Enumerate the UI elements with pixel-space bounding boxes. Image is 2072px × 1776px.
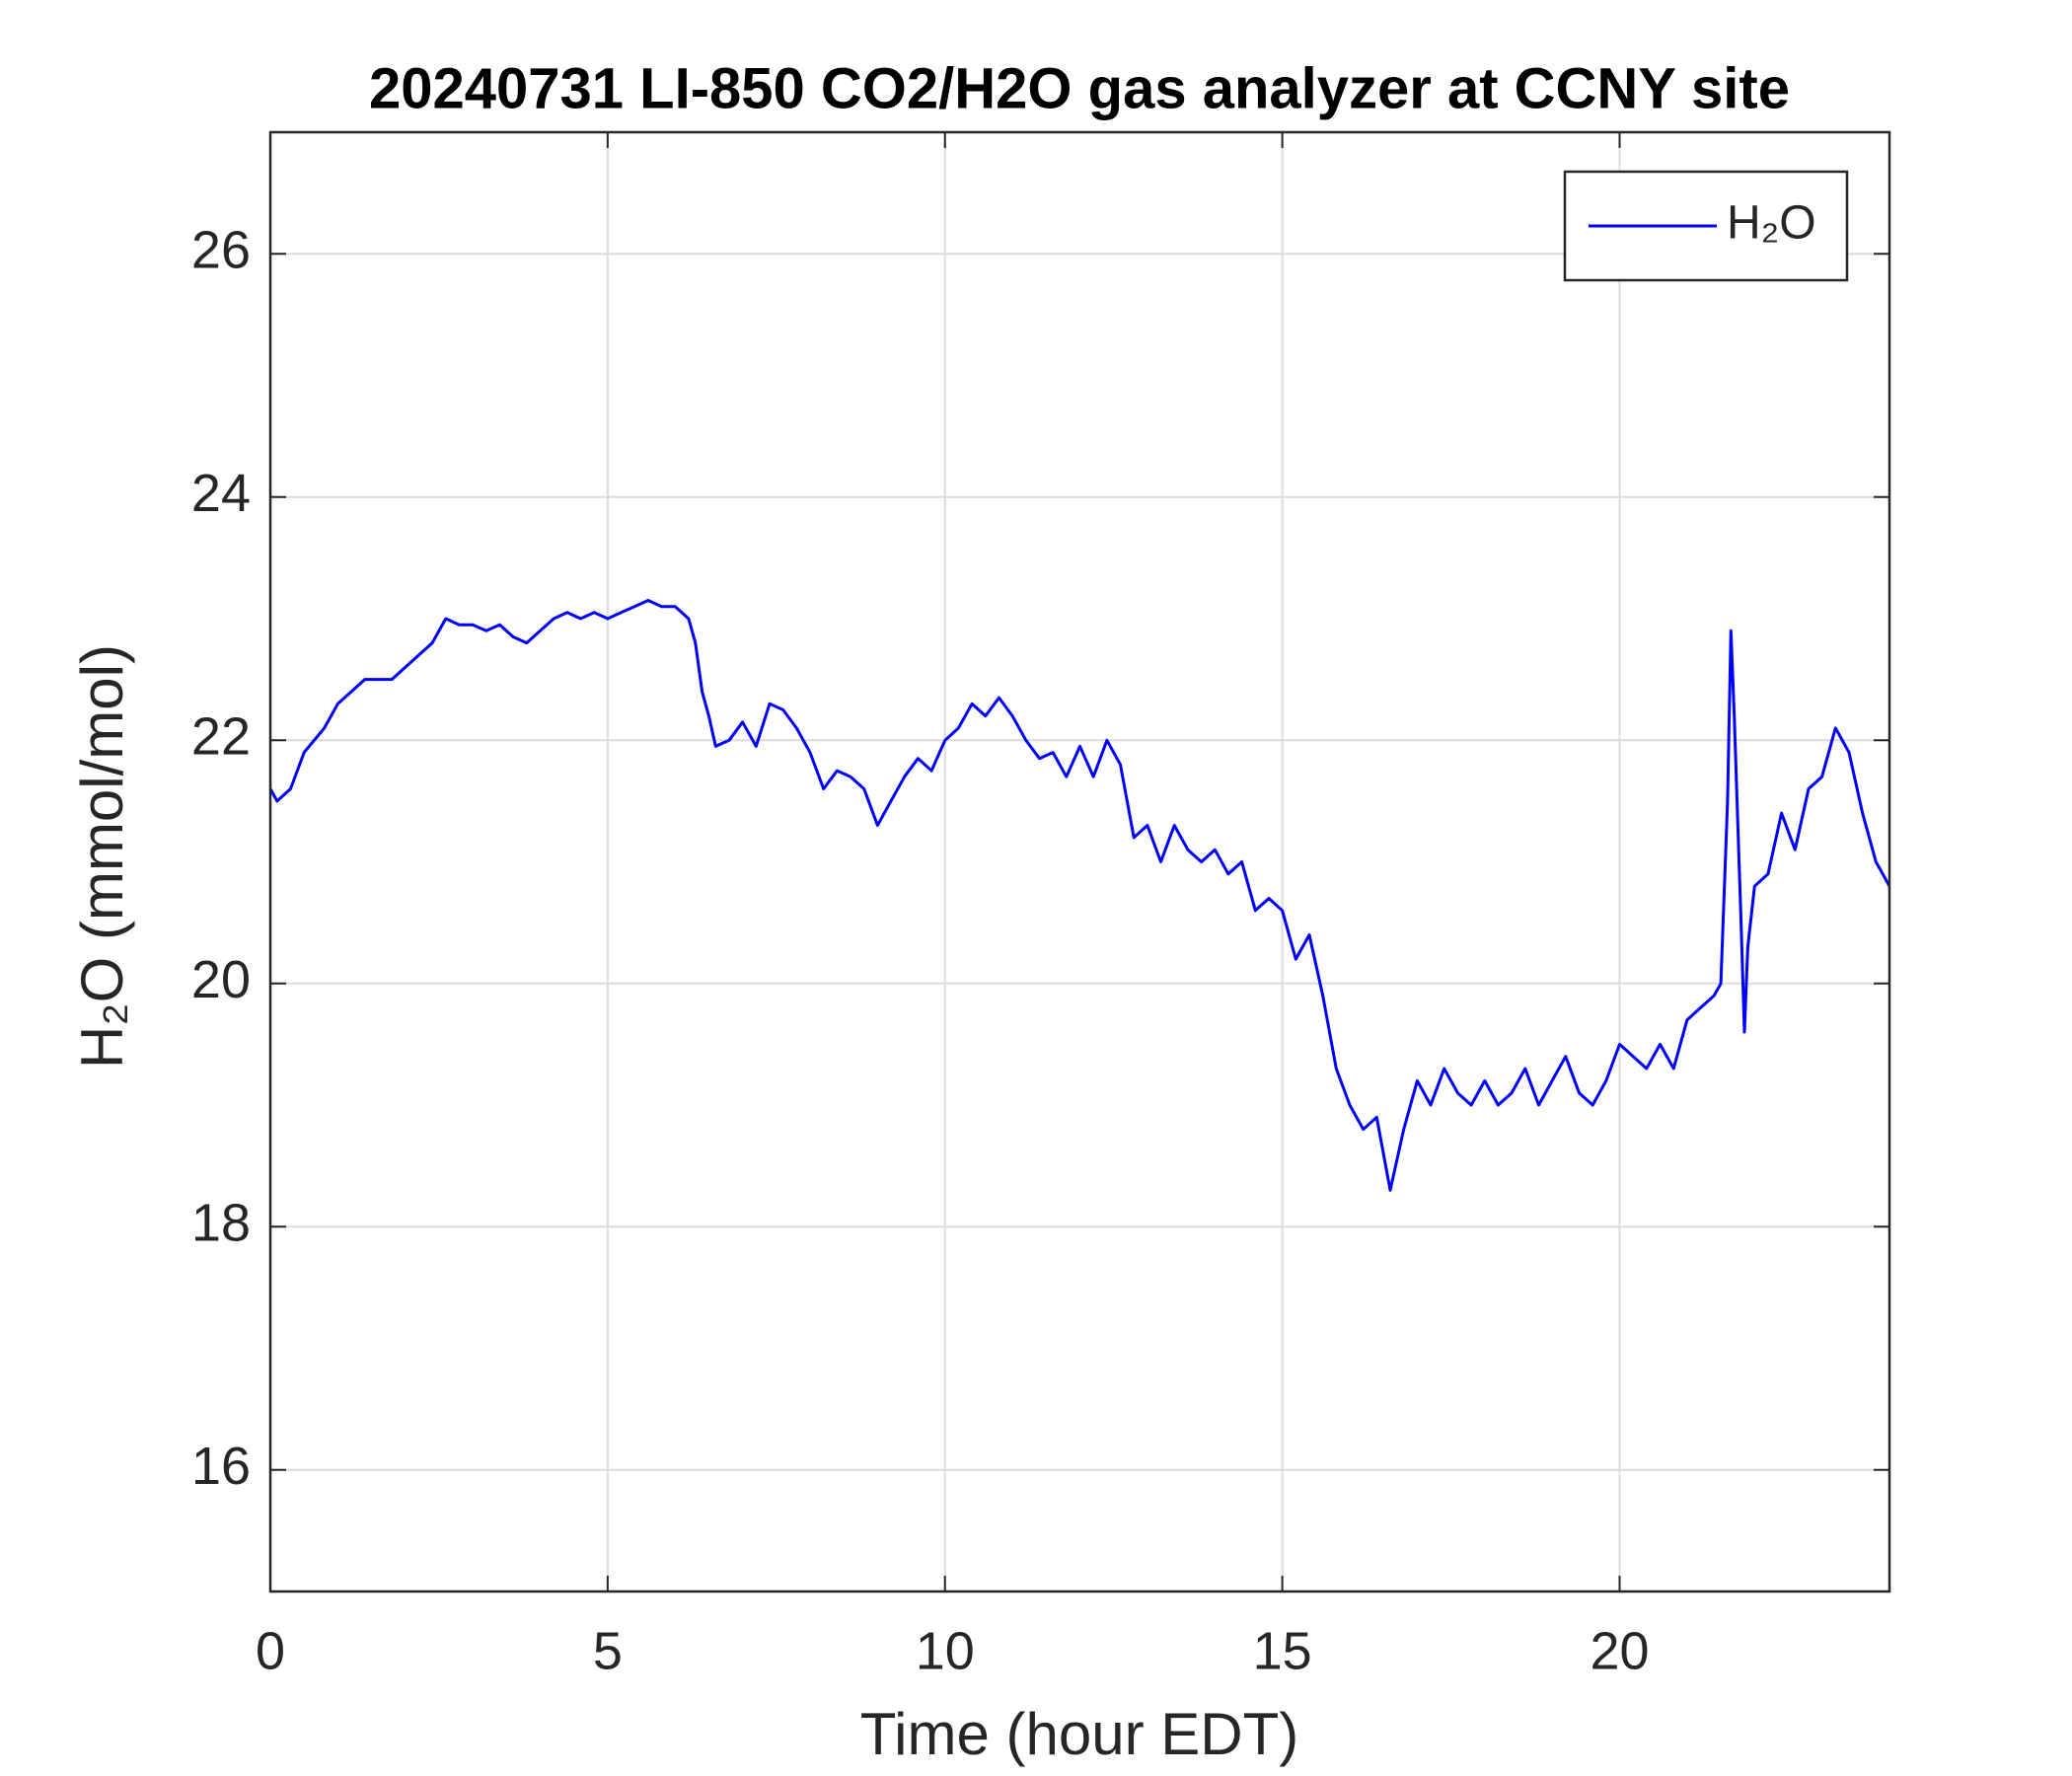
y-tick-label: 16 — [191, 1437, 251, 1496]
y-tick-label: 26 — [191, 221, 251, 280]
x-tick-label: 0 — [256, 1621, 285, 1680]
legend-label: H₂O — [1727, 197, 1816, 250]
y-axis-label: H₂O (mmol/mol) — [69, 644, 135, 1069]
plot-frame — [268, 130, 1891, 1593]
x-tick-label: 15 — [1253, 1621, 1312, 1680]
x-tick-label: 20 — [1590, 1621, 1649, 1680]
data-line — [268, 599, 1891, 1192]
x-tick-label: 10 — [916, 1621, 975, 1680]
x-tick-label: 5 — [593, 1621, 623, 1680]
x-axis-label: Time (hour EDT) — [860, 1701, 1299, 1767]
y-tick-label: 18 — [191, 1194, 251, 1253]
y-tick-label: 22 — [191, 707, 251, 767]
y-tick-label: 20 — [191, 950, 251, 1009]
chart-title: 20240731 LI-850 CO2/H2O gas analyzer at … — [369, 56, 1790, 120]
y-tick-label: 24 — [191, 464, 251, 523]
